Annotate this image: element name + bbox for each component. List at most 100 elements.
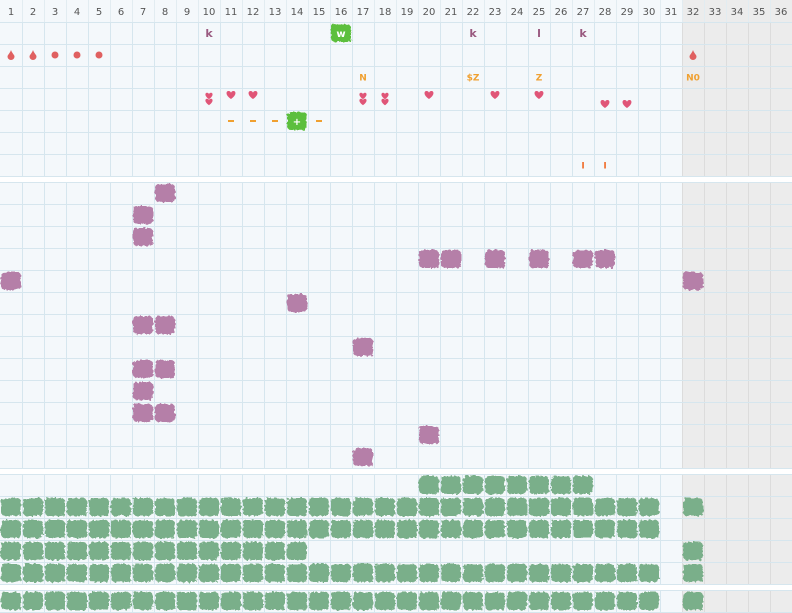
green-tile [441, 520, 461, 538]
marker: k [205, 27, 213, 40]
green-tile [397, 592, 417, 610]
green-tile [243, 498, 263, 516]
column-label: 3 [52, 7, 58, 18]
green-tile [67, 592, 87, 610]
heart [359, 92, 367, 100]
section-shade [682, 22, 792, 176]
heart [622, 100, 632, 108]
dash [316, 120, 322, 122]
green-tile [595, 498, 615, 516]
marker: + [293, 117, 301, 128]
green-tile [397, 564, 417, 582]
green-tile [551, 476, 571, 494]
purple-token [1, 272, 21, 290]
column-label: 12 [247, 7, 260, 18]
green-tile [1, 498, 21, 516]
heart [424, 91, 434, 99]
column-label: 17 [357, 7, 370, 18]
column-label: 7 [140, 7, 146, 18]
column-label: 2 [30, 7, 36, 18]
green-tile [595, 592, 615, 610]
column-label: 16 [335, 7, 348, 18]
green-tile [639, 498, 659, 516]
green-tile [199, 520, 219, 538]
purple-token [133, 360, 153, 378]
green-tile [199, 564, 219, 582]
green-tile [243, 564, 263, 582]
column-label: 31 [665, 7, 678, 18]
green-tile [463, 476, 483, 494]
green-tile [463, 592, 483, 610]
green-tile [45, 520, 65, 538]
heart [381, 92, 389, 100]
green-tile [331, 520, 351, 538]
green-tile [683, 564, 703, 582]
marker: I [603, 162, 606, 172]
green-tile [639, 564, 659, 582]
green-tile [1, 592, 21, 610]
green-tile [683, 542, 703, 560]
green-tile [155, 564, 175, 582]
purple-token [133, 206, 153, 224]
green-tile [419, 564, 439, 582]
green-tile [133, 542, 153, 560]
purple-token [485, 250, 505, 268]
column-label: 4 [74, 7, 80, 18]
purple-token [419, 426, 439, 444]
green-tile [177, 592, 197, 610]
column-label: 36 [775, 7, 788, 18]
green-tile [287, 520, 307, 538]
green-tile [89, 564, 109, 582]
purple-token [441, 250, 461, 268]
green-tile [287, 498, 307, 516]
green-tile [133, 520, 153, 538]
green-tile [573, 564, 593, 582]
green-tile [617, 592, 637, 610]
green-tile [617, 498, 637, 516]
green-tile [287, 542, 307, 560]
column-label: 27 [577, 7, 590, 18]
green-tile [23, 542, 43, 560]
column-label: 34 [731, 7, 744, 18]
column-label: 11 [225, 7, 238, 18]
drop [29, 50, 37, 61]
green-tile [397, 498, 417, 516]
purple-token [155, 360, 175, 378]
green-tile [287, 592, 307, 610]
heart [205, 98, 213, 106]
green-tile [507, 564, 527, 582]
marker: k [579, 27, 587, 40]
green-tile [1, 520, 21, 538]
marker: k [469, 27, 477, 40]
green-tile [507, 498, 527, 516]
purple-token [595, 250, 615, 268]
green-tile [617, 520, 637, 538]
green-tile [45, 498, 65, 516]
green-tile [353, 498, 373, 516]
column-label: 13 [269, 7, 282, 18]
column-label: 6 [118, 7, 124, 18]
column-label: 30 [643, 7, 656, 18]
green-tile [111, 520, 131, 538]
green-tile [89, 592, 109, 610]
green-tile [133, 564, 153, 582]
green-tile [111, 498, 131, 516]
green-tile [485, 520, 505, 538]
column-label: 21 [445, 7, 458, 18]
purple-token [155, 316, 175, 334]
green-tile [529, 520, 549, 538]
purple-token [155, 404, 175, 422]
green-tile [45, 592, 65, 610]
green-tile [375, 498, 395, 516]
marker: N [359, 74, 367, 84]
column-label: 25 [533, 7, 546, 18]
green-tile [463, 520, 483, 538]
green-tile [221, 542, 241, 560]
green-tile [243, 542, 263, 560]
green-tile [111, 542, 131, 560]
purple-token [133, 382, 153, 400]
marker: l [537, 27, 541, 40]
green-tile [529, 564, 549, 582]
